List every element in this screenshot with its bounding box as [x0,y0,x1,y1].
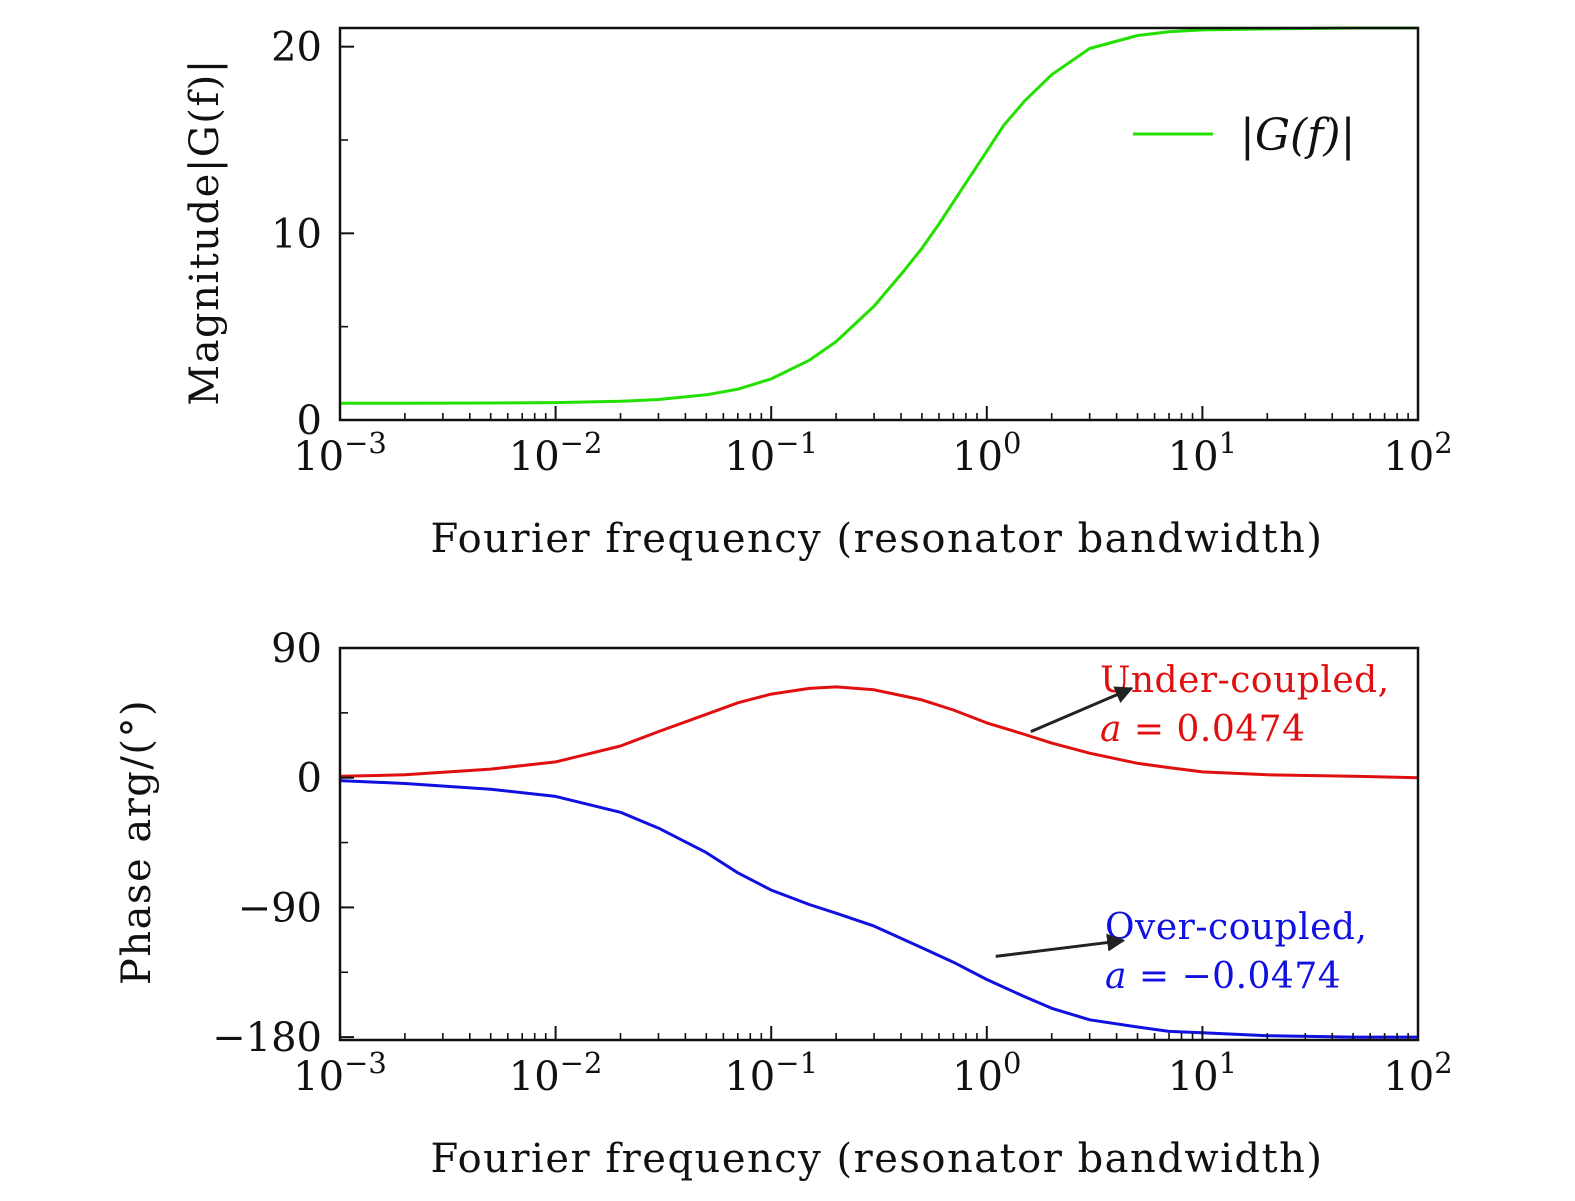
magnitude-legend: |G(f)| [1133,110,1355,161]
annotation-under-coupled-var: a [1100,709,1122,750]
magnitude-xlabel: Fourier frequency (resonator bandwidth) [431,516,1324,562]
x-tick-label: 101 [1168,1046,1237,1100]
x-tick-label: 10−2 [509,1046,603,1100]
x-tick-base: 10 [509,434,560,480]
x-tick-label: 10−1 [724,1046,818,1100]
y-tick-label: −90 [238,885,322,931]
x-tick-exponent: −1 [775,1046,818,1080]
x-tick-exponent: −2 [560,1046,603,1080]
x-tick-base: 10 [1383,1054,1434,1100]
x-tick-exponent: −2 [560,426,603,460]
x-tick-label: 10−3 [293,426,387,480]
phase-series [339,685,1419,1039]
x-tick-base: 10 [952,434,1003,480]
x-tick-base: 10 [1168,1054,1219,1100]
x-tick-exponent: −3 [344,426,387,460]
y-tick-label: 0 [297,756,322,802]
x-tick-exponent: −1 [775,426,818,460]
phase-xlabel: Fourier frequency (resonator bandwidth) [431,1136,1324,1182]
x-tick-exponent: 2 [1434,1046,1452,1080]
annotation-under-coupled-eq: = 0.0474 [1122,709,1306,750]
magnitude-ylabel: Magnitude|G(f)| [182,58,228,406]
y-tick-label: 90 [271,626,322,672]
x-tick-label: 102 [1383,426,1452,480]
x-tick-label: 10−3 [293,1046,387,1100]
x-tick-label: 100 [952,1046,1021,1100]
x-tick-exponent: 1 [1219,426,1237,460]
x-tick-label: 102 [1383,1046,1452,1100]
series-line-under-coupled [339,685,1419,780]
series-line-over-coupled [339,779,1418,1039]
annotation-over-coupled-line2: a = −0.0474 [1105,956,1341,997]
x-tick-label: 100 [952,426,1021,480]
annotation-over-coupled: Over-coupled, a = −0.0474 [1105,907,1367,997]
annotation-arrow-under-coupled [1030,686,1134,733]
x-tick-base: 10 [952,1054,1003,1100]
x-tick-exponent: 0 [1003,1046,1021,1080]
x-tick-base: 10 [1383,434,1434,480]
y-tick-label: 20 [271,25,322,71]
annotation-under-coupled: Under-coupled, a = 0.0474 [1100,660,1390,750]
phase-ylabel: Phase arg/(°) [114,699,160,985]
x-tick-base: 10 [1168,434,1219,480]
x-tick-exponent: 2 [1434,426,1452,460]
phase-ylabel-text: Phase arg/(°) [114,699,160,985]
x-tick-label: 10−1 [724,426,818,480]
x-tick-exponent: −3 [344,1046,387,1080]
x-tick-exponent: 0 [1003,426,1021,460]
x-tick-exponent: 1 [1219,1046,1237,1080]
y-tick-label: 10 [271,211,322,257]
annotation-over-coupled-line1: Over-coupled, [1105,907,1367,948]
series-line-g-f [340,26,1418,405]
magnitude-ylabel-text: Magnitude|G(f)| [182,58,228,406]
legend-label-magnitude: |G(f)| [1240,110,1355,161]
x-tick-base: 10 [724,1054,775,1100]
x-tick-label: 10−2 [509,426,603,480]
annotation-over-coupled-eq: = −0.0474 [1127,956,1341,997]
annotation-over-coupled-var: a [1105,956,1127,997]
x-tick-base: 10 [293,1054,344,1100]
annotation-arrow-over-coupled [995,933,1126,958]
annotation-arrows [995,686,1134,958]
y-tick-label: −180 [212,1015,322,1061]
y-tick-label: 0 [297,398,322,444]
x-tick-base: 10 [293,434,344,480]
phase-plot-frame [338,646,1420,1042]
x-tick-label: 101 [1168,426,1237,480]
annotation-under-coupled-line1: Under-coupled, [1100,660,1390,701]
x-tick-base: 10 [724,434,775,480]
magnitude-plot-frame [338,26,1420,422]
annotation-under-coupled-line2: a = 0.0474 [1100,709,1305,750]
x-tick-base: 10 [509,1054,560,1100]
magnitude-series [340,26,1418,405]
